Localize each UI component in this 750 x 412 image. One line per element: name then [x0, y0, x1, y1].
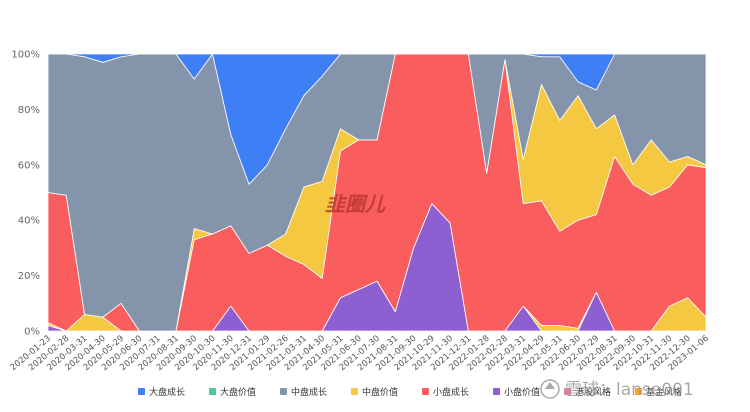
legend-label: 小盘成长	[433, 386, 469, 398]
legend-swatch	[280, 388, 287, 395]
y-tick-label: 20%	[18, 271, 40, 282]
legend-item[interactable]: 大盘价值	[209, 386, 256, 398]
legend-swatch	[209, 388, 216, 395]
legend-item[interactable]: 中盘成长	[280, 386, 327, 398]
legend-swatch	[351, 388, 358, 395]
y-tick-label: 100%	[11, 50, 40, 61]
y-tick-label: 80%	[18, 105, 40, 116]
legend-swatch	[138, 388, 145, 395]
legend-label: 港股风格	[575, 386, 611, 398]
xueqiu-logo	[540, 379, 560, 399]
legend-item[interactable]: 中盘价值	[351, 386, 398, 398]
corner-watermark: 雪球：lanse001	[565, 380, 694, 400]
legend[interactable]: 大盘成长 大盘价值 中盘成长 中盘价值 小盘成长 小盘价值 港股风格 基金风格	[138, 386, 682, 398]
center-watermark: 韭圈儿	[325, 192, 386, 216]
series-area	[47, 53, 707, 185]
legend-item[interactable]: 大盘成长	[138, 386, 185, 398]
legend-label: 中盘成长	[291, 386, 327, 398]
legend-swatch	[493, 388, 500, 395]
legend-label: 基金风格	[646, 386, 682, 398]
legend-item[interactable]: 基金风格	[635, 386, 682, 398]
y-axis: 0% 20% 40% 60% 80% 100%	[11, 50, 40, 338]
legend-swatch	[422, 388, 429, 395]
legend-label: 中盘价值	[362, 386, 398, 398]
legend-item[interactable]: 港股风格	[564, 386, 611, 398]
legend-swatch	[635, 388, 642, 395]
legend-label: 大盘成长	[149, 386, 185, 398]
x-axis: 2020-01-232020-02-282020-03-312020-04-30…	[9, 334, 711, 373]
series-areas	[47, 53, 707, 332]
y-tick-label: 0%	[24, 327, 40, 338]
y-tick-label: 60%	[18, 160, 40, 171]
legend-swatch	[564, 388, 571, 395]
legend-item[interactable]: 小盘价值	[493, 386, 540, 398]
legend-label: 大盘价值	[220, 386, 256, 398]
y-tick-label: 40%	[18, 216, 40, 227]
legend-label: 小盘价值	[504, 386, 540, 398]
watermarks: 韭圈儿 雪球：lanse001	[325, 192, 694, 400]
legend-item[interactable]: 小盘成长	[422, 386, 469, 398]
